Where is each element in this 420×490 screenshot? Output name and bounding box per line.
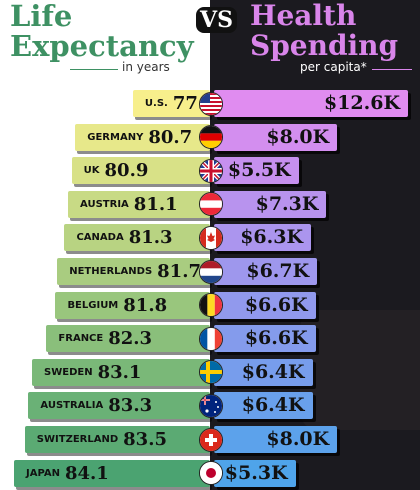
life-expectancy-bar — [32, 358, 210, 386]
life-expectancy-value-label: 83.5 — [123, 429, 167, 450]
country-label: CANADA — [76, 232, 124, 244]
life-expectancy-bar — [132, 90, 210, 117]
life-expectancy-subtitle: in years — [122, 60, 170, 74]
life-expectancy-bar — [55, 291, 210, 319]
health-spending-bar — [214, 157, 299, 185]
canada-flag-icon — [199, 225, 223, 250]
sweden-flag-icon — [199, 360, 223, 385]
vs-label: VS — [196, 7, 237, 33]
health-spending-bar — [214, 123, 338, 151]
health-spending-value-label: $6.3K — [240, 226, 303, 249]
health-spending-bar — [214, 291, 316, 319]
country-label: GERMANY — [87, 131, 144, 143]
health-spending-bar — [214, 258, 318, 285]
bar-row: SWITZERLAND 83.5 $8.0K — [0, 426, 420, 453]
country-label: SWITZERLAND — [36, 434, 119, 445]
country-label: FRANCE — [58, 333, 104, 345]
bar-row: UK 80.9 $5.5K — [0, 157, 420, 185]
country-label: U.S. — [144, 98, 168, 109]
health-spending-value-label: $5.5K — [227, 159, 291, 182]
life-expectancy-value-label: 82.3 — [108, 328, 153, 350]
switzerland-flag-icon — [199, 427, 223, 452]
bar-row: GERMANY 80.7 $8.0K — [0, 123, 420, 151]
life-expectancy-bar — [75, 123, 210, 151]
health-spending-bar — [214, 224, 311, 252]
austria-flag-icon — [199, 192, 223, 217]
us-flag-icon — [199, 91, 223, 116]
france-flag-icon — [199, 326, 223, 351]
health-spending-value-label: $6.6K — [244, 293, 308, 316]
bar-row: NETHERLANDS 81.7 $6.7K — [0, 258, 420, 285]
health-spending-value-label: $6.6K — [244, 327, 308, 350]
health-spending-value-label: $8.0K — [266, 125, 330, 148]
life-expectancy-value-label: 81.8 — [123, 294, 168, 316]
life-expectancy-value-label: 81.3 — [128, 227, 173, 249]
country-label: UK — [83, 165, 100, 177]
left-subtitle-rule — [70, 69, 118, 70]
bar-row: JAPAN 84.1 $5.3K — [0, 459, 420, 487]
life-expectancy-value-label: 80.9 — [104, 160, 149, 182]
health-spending-title-line2: Spending — [250, 29, 399, 62]
health-spending-bar — [214, 358, 313, 386]
life-expectancy-value-label: 83.3 — [108, 395, 153, 417]
life-expectancy-bar — [68, 190, 210, 218]
country-label: AUSTRALIA — [40, 400, 104, 412]
life-expectancy-bar — [24, 426, 210, 453]
bar-row: AUSTRIA 81.1 $7.3K — [0, 190, 420, 218]
bar-row: U.S. 77.5 $12.6K — [0, 90, 420, 117]
country-label: BELGIUM — [67, 299, 119, 311]
right-subtitle-rule — [372, 69, 412, 70]
life-expectancy-bar — [71, 157, 210, 185]
bar-row: CANADA 81.3 $6.3K — [0, 224, 420, 252]
belgium-flag-icon — [199, 293, 223, 318]
life-expectancy-value-label: 80.7 — [148, 126, 193, 148]
life-expectancy-value-label: 83.1 — [97, 361, 142, 383]
health-spending-value-label: $6.4K — [241, 394, 305, 417]
health-spending-subtitle: per capita* — [300, 60, 367, 74]
uk-flag-icon — [199, 158, 223, 183]
health-spending-value-label: $6.4K — [241, 360, 305, 383]
life-expectancy-title-line2: Expectancy — [10, 29, 194, 63]
health-spending-value-label: $6.7K — [246, 260, 310, 282]
health-spending-value-label: $12.6K — [323, 92, 400, 114]
bar-row: BELGIUM 81.8 $6.6K — [0, 291, 420, 319]
life-expectancy-value-label: 81.1 — [133, 193, 178, 215]
life-expectancy-title-line1: Life — [10, 0, 73, 33]
country-label: NETHERLANDS — [69, 266, 153, 277]
japan-flag-icon — [199, 461, 223, 486]
life-expectancy-bar — [14, 459, 210, 487]
country-label: AUSTRIA — [80, 198, 129, 210]
life-expectancy-bar — [46, 325, 210, 353]
health-spending-value-label: $7.3K — [255, 192, 319, 215]
health-spending-title-line1: Health — [250, 0, 357, 32]
health-spending-bar — [214, 392, 313, 420]
health-spending-value-label: $5.3K — [224, 461, 288, 484]
life-expectancy-bar — [28, 392, 210, 420]
life-expectancy-value-label: 84.1 — [64, 462, 109, 484]
health-spending-value-label: $8.0K — [266, 428, 330, 450]
bar-row: SWEDEN 83.1 $6.4K — [0, 358, 420, 386]
health-spending-bar — [214, 459, 296, 487]
country-label: SWEDEN — [44, 366, 93, 378]
health-spending-bar — [214, 325, 316, 353]
health-spending-bar — [214, 90, 408, 117]
bar-row: AUSTRALIA 83.3 $6.4K — [0, 392, 420, 420]
netherlands-flag-icon — [199, 259, 223, 284]
bar-row: FRANCE 82.3 $6.6K — [0, 325, 420, 353]
germany-flag-icon — [199, 125, 223, 150]
country-label: JAPAN — [26, 467, 60, 479]
health-spending-bar — [214, 190, 327, 218]
life-expectancy-bar — [57, 258, 210, 285]
life-expectancy-value-label: 81.7 — [157, 261, 201, 282]
australia-flag-icon — [199, 393, 223, 418]
health-spending-bar — [214, 426, 338, 453]
life-expectancy-bar — [64, 224, 210, 252]
